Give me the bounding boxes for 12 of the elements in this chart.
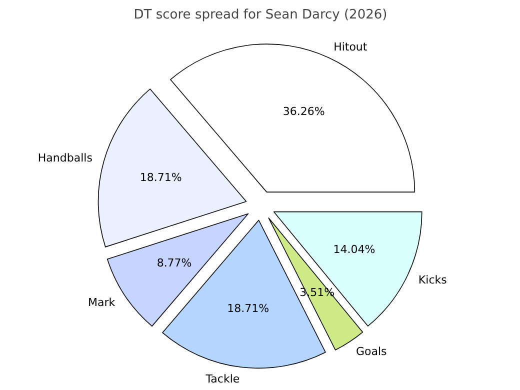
slice-label: Handballs — [38, 151, 93, 164]
slice-label: Hitout — [334, 40, 368, 54]
data-label: 14.04% — [333, 243, 376, 256]
slice-label: Goals — [356, 345, 388, 358]
slice-label: Kicks — [418, 274, 448, 287]
data-label: 8.77% — [156, 256, 192, 270]
data-label: 18.71% — [227, 302, 270, 315]
slice-label: Tackle — [204, 372, 240, 386]
data-label: 36.26% — [282, 104, 325, 118]
slice-label: Mark — [88, 296, 116, 309]
chart-title: DT score spread for Sean Darcy (2026) — [134, 8, 388, 22]
data-label: 18.71% — [140, 170, 182, 184]
